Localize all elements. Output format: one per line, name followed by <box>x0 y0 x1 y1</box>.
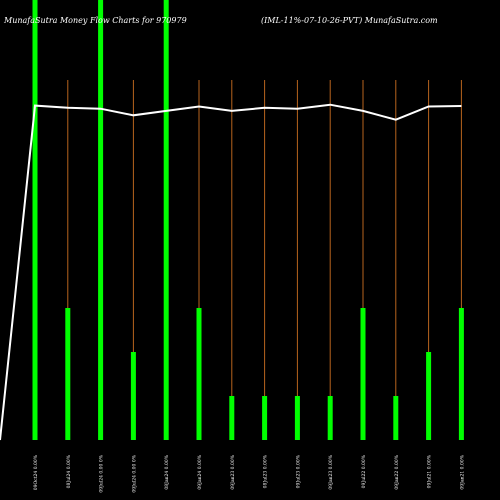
bar <box>426 352 432 440</box>
x-tick-label: 09Jan23 0.00% <box>328 454 334 489</box>
bar <box>196 308 202 440</box>
bar <box>163 0 169 440</box>
x-tick-label: 09Jul24 0.00 0% <box>131 454 137 492</box>
x-tick-label: 09Jul21 0.00% <box>427 454 433 488</box>
bar <box>360 308 366 440</box>
bar <box>229 396 235 440</box>
x-tick-label: 09Jan21 0.00% <box>459 454 465 489</box>
bar <box>32 0 38 440</box>
x-tick-label: 08Jan24 0.00% <box>164 454 170 489</box>
flow-line-path <box>0 103 462 441</box>
bar <box>98 0 104 440</box>
bar <box>65 308 71 440</box>
bar <box>458 308 464 440</box>
x-tick-label: 09Jul22 0.00% <box>361 454 367 488</box>
flow-line <box>0 103 462 441</box>
x-tick-label: 09Jul24 0.00 0% <box>99 454 105 492</box>
x-tick-label: 09Jan22 0.00% <box>394 454 400 489</box>
chart-title-left: MunafaSutra Money Flow Charts for 970979 <box>3 16 187 25</box>
bar <box>130 352 136 440</box>
x-tick-label: 08Jul23 0.00% <box>263 454 269 488</box>
x-tick-label: 09Jan24 0.00% <box>197 454 203 489</box>
chart-title-right: (IML-11%-07-10-26-PVT) MunafaSutra.com <box>261 16 438 25</box>
x-tick-label: 09Jan23 0.00% <box>230 454 236 489</box>
x-tick-label: 09Jul23 0.00% <box>295 454 301 488</box>
x-tick-label: 08Jul24 0.00% <box>66 454 72 488</box>
x-tick-labels: 09Oct24 0.00% 08Jul24 0.00% 09Jul24 0.00 0… <box>33 454 465 492</box>
bar <box>393 396 399 440</box>
bar <box>294 396 300 440</box>
x-tick-label: 09Oct24 0.00% <box>33 454 39 490</box>
bars <box>32 0 464 440</box>
bar <box>262 396 268 440</box>
bar <box>327 396 333 440</box>
